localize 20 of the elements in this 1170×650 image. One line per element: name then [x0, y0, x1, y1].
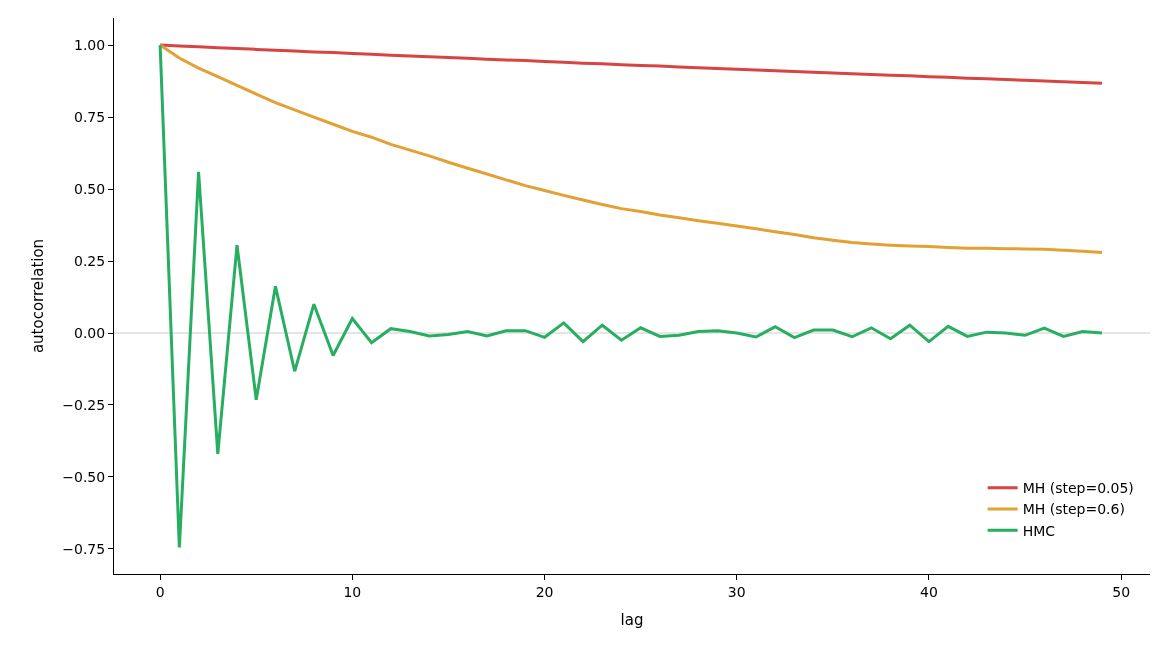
x-tick-label: 40	[920, 583, 938, 600]
x-tick-label: 20	[535, 583, 554, 600]
y-tick-label: 0.50	[74, 180, 106, 197]
legend-label: MH (step=0.6)	[1022, 501, 1125, 518]
y-tick-label: −0.50	[62, 468, 106, 485]
x-tick-label: 10	[343, 583, 362, 600]
y-tick-label: −0.25	[62, 396, 106, 413]
legend-label: HMC	[1022, 522, 1056, 539]
x-axis-title: lag	[620, 610, 644, 629]
x-tick-label: 0	[155, 583, 165, 600]
x-tick-label: 30	[727, 583, 746, 600]
legend-label: MH (step=0.05)	[1022, 480, 1134, 497]
y-tick-label: 0.00	[74, 324, 106, 341]
y-tick-label: 0.25	[74, 252, 106, 269]
y-tick-label: −0.75	[62, 540, 106, 557]
y-axis-title: autocorrelation	[28, 238, 47, 354]
x-tick-label: 50	[1112, 583, 1131, 600]
y-tick-label: 0.75	[74, 108, 106, 125]
y-tick-label: 1.00	[74, 36, 106, 53]
line-series	[158, 43, 1104, 254]
